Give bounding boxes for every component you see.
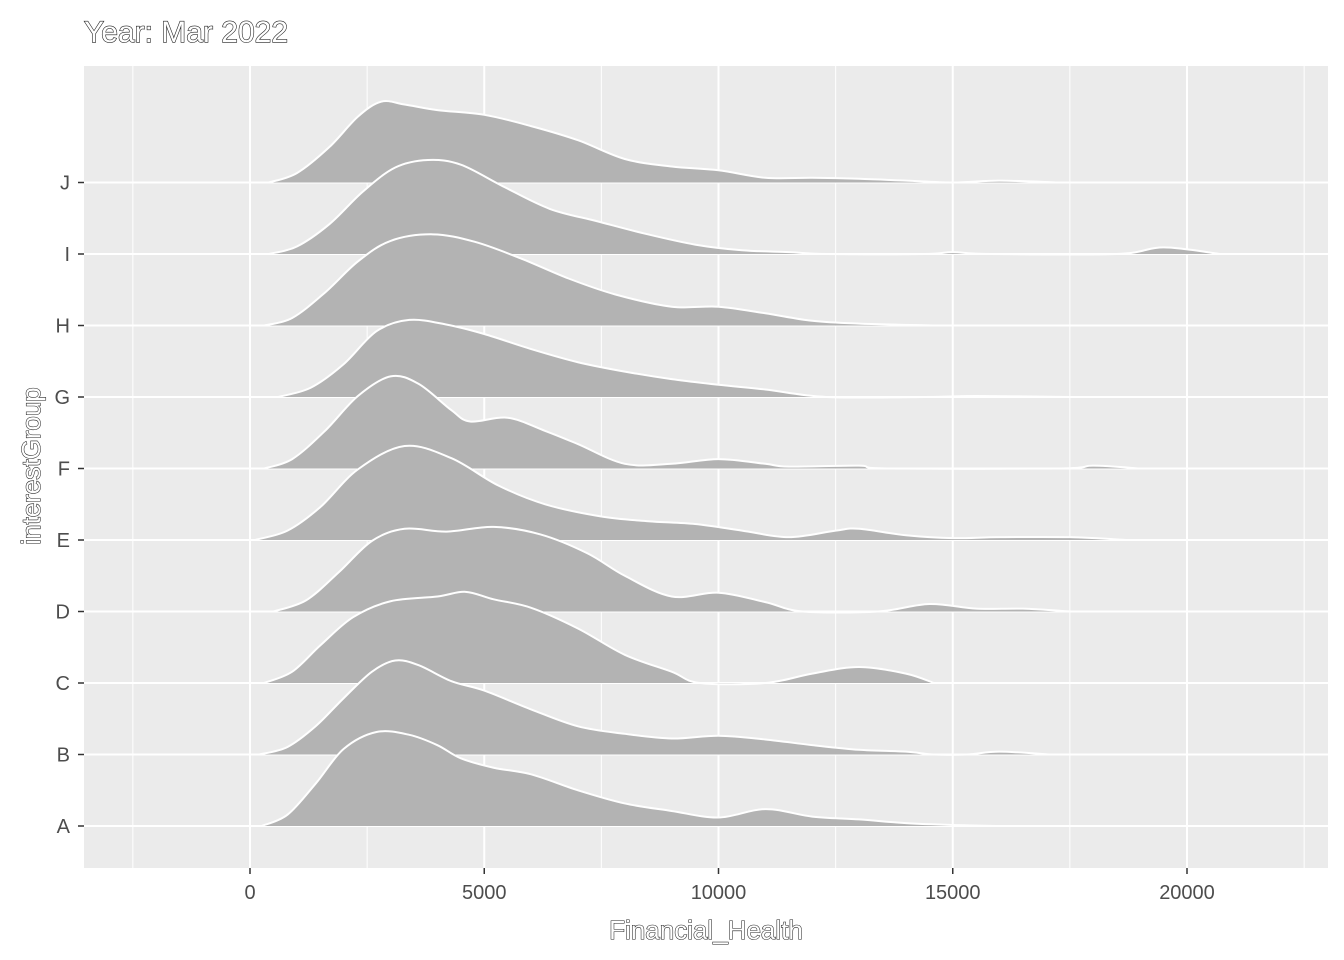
ridge-outline [263,233,935,327]
x-axis-label: Financial_Health [609,915,803,945]
y-tick-label: G [54,387,70,409]
ridge-fill [264,591,935,685]
y-axis: A B C D E F G H I J [54,173,84,838]
ridge-outline [273,525,1070,614]
ridge-fill [261,731,1000,826]
ridge-outline [268,158,1220,256]
x-tick-label: 20000 [1159,882,1215,904]
y-tick-label: C [56,673,70,695]
y-tick-label: I [64,244,70,266]
x-axis: 0 5000 10000 15000 20000 [244,868,1215,904]
ridge-fill [268,101,1056,183]
ridge-fill [264,375,1141,469]
ridge-outline [263,590,935,686]
ridge-outline [261,730,1000,827]
y-axis-label: interestGroup [16,387,46,545]
ridge-fill [268,159,1220,255]
ridge-outline [263,374,1141,470]
x-tick-label: 10000 [691,882,747,904]
ridge-d [273,525,1070,614]
ridge-outline [277,318,1070,399]
x-tick-label: 5000 [462,882,507,904]
y-tick-label: A [57,816,71,838]
ridge-fill [264,234,935,326]
density-ridges [254,100,1220,827]
ridge-j [268,100,1056,184]
y-tick-label: B [57,745,70,767]
ridge-a [261,730,1000,827]
x-tick-label: 15000 [925,882,981,904]
ridge-g [277,318,1070,399]
ridge-fill [254,445,1127,540]
ridge-c [263,590,935,686]
ridge-fill [278,319,1070,398]
ridge-h [263,233,935,327]
ridge-f [263,374,1141,470]
y-tick-label: J [60,173,70,195]
y-tick-label: H [56,316,70,338]
x-tick-label: 0 [244,882,255,904]
y-tick-label: F [58,459,70,481]
y-tick-label: D [56,602,70,624]
ridge-fill [273,526,1070,613]
chart-title: Year: Mar 2022 [84,16,288,49]
ridge-outline [268,100,1056,184]
ridge-b [259,659,1052,756]
ridge-outline [259,659,1052,756]
ridge-outline [254,444,1127,541]
y-tick-label: E [57,530,70,552]
ridge-e [254,444,1127,541]
ridge-i [268,158,1220,256]
